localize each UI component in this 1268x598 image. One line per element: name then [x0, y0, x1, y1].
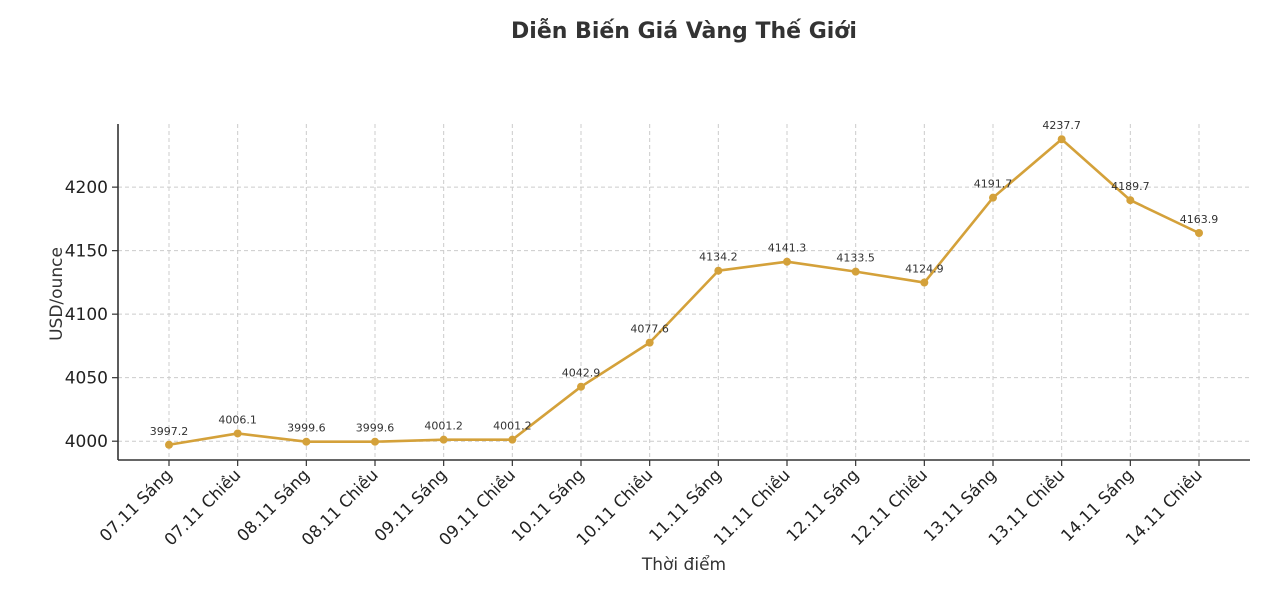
y-axis-label: USD/ounce [47, 247, 67, 341]
chart-title: Diễn Biến Giá Vàng Thế Giới [511, 19, 857, 44]
data-point [508, 435, 517, 444]
data-label: 4077.6 [630, 323, 669, 336]
grid [118, 124, 1250, 460]
data-label: 4237.7 [1042, 119, 1081, 132]
data-label: 4191.7 [974, 178, 1013, 191]
data-label: 3999.6 [287, 422, 326, 435]
series-line [167, 137, 1201, 447]
data-point [1195, 228, 1203, 237]
data-label: 3999.6 [356, 422, 395, 435]
y-tick-label: 4050 [65, 369, 108, 389]
data-label: 4189.7 [1111, 180, 1150, 193]
data-label: 4134.2 [699, 251, 738, 264]
data-point [371, 437, 379, 446]
data-point [1057, 135, 1066, 144]
data-point [165, 440, 173, 449]
data-point [1126, 196, 1135, 205]
y-tick-label: 4000 [65, 432, 108, 452]
data-point [645, 338, 654, 347]
data-label: 4141.3 [768, 242, 807, 255]
data-label: 4006.1 [218, 413, 257, 426]
data-label: 4001.2 [493, 420, 532, 433]
series-layer [165, 135, 1203, 449]
data-point [851, 267, 860, 276]
x-axis-label: Thời điểm [641, 554, 726, 575]
data-point [920, 278, 929, 287]
data-point [302, 437, 311, 446]
y-tick-label: 4100 [65, 305, 108, 325]
y-tick-label: 4200 [65, 178, 108, 198]
data-labels: 3997.2 4006.1 3999.6 3999.6 4001.2 4001.2 4042… [150, 119, 1219, 438]
data-point [439, 435, 448, 444]
data-label: 4042.9 [562, 367, 601, 380]
data-label: 3997.2 [150, 425, 189, 438]
data-point [714, 266, 723, 275]
y-tick-label: 4150 [65, 242, 108, 262]
data-point [783, 257, 791, 266]
data-point [233, 429, 242, 438]
data-point [989, 193, 997, 202]
data-label: 4163.9 [1180, 213, 1219, 226]
data-label: 4001.2 [424, 420, 463, 433]
data-point [577, 382, 585, 391]
data-label: 4124.9 [905, 263, 944, 276]
data-label: 4133.5 [836, 252, 875, 265]
